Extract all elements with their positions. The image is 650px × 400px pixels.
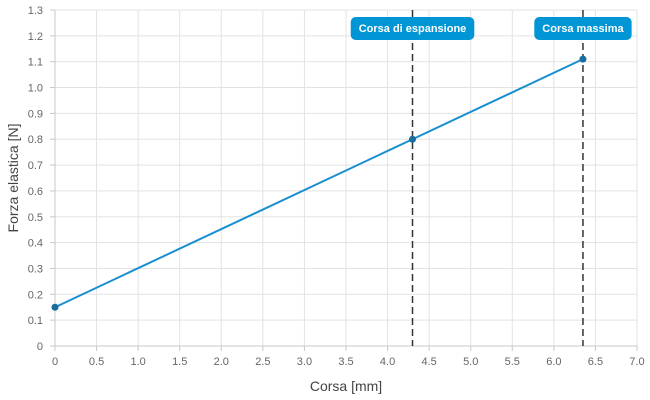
annotation-lines	[411, 10, 584, 346]
annotation-labels: Corsa di espansione Corsa massima	[350, 17, 632, 40]
x-axis-title: Corsa [mm]	[310, 378, 382, 394]
series	[51, 55, 587, 311]
y-tick-label: 0.9	[28, 108, 43, 120]
y-tick-label: 0.8	[28, 134, 43, 146]
y-tick-label: 0.3	[28, 263, 43, 275]
x-tick-label: 2.5	[255, 356, 270, 368]
x-tick-label: 0	[52, 356, 58, 368]
annotation-box	[350, 17, 475, 40]
y-tick-label: 0.1	[28, 315, 43, 327]
series-line	[54, 58, 584, 309]
grid	[54, 9, 638, 347]
x-tick-label: 2.0	[214, 356, 229, 368]
annotation-label: Corsa massima	[534, 17, 632, 40]
annotation-text: Corsa massima	[542, 23, 624, 35]
data-point	[409, 135, 417, 143]
y-tick-label: 0.7	[28, 160, 43, 172]
x-tick-label: 4.0	[380, 356, 395, 368]
x-tick-label: 3.5	[338, 356, 353, 368]
y-tick-label: 0.4	[28, 238, 43, 250]
x-tick-label: 1.0	[130, 356, 145, 368]
x-tick-label: 1.5	[172, 356, 187, 368]
x-tick-label: 3.0	[297, 356, 312, 368]
y-tick-label: 0	[37, 341, 43, 353]
y-axis-title: Forza elastica [N]	[5, 124, 21, 233]
y-tick-label: 1.2	[28, 31, 43, 43]
annotation-label: Corsa di espansione	[350, 17, 475, 40]
data-point	[51, 303, 59, 311]
x-tick-label: 6.5	[588, 356, 603, 368]
y-tick-label: 1.1	[28, 57, 43, 69]
x-tick-label: 6.0	[546, 356, 561, 368]
y-tick-label: 0.2	[28, 289, 43, 301]
y-axis-ticks: 0 0.1 0.2 0.3 0.4 0.5 0.6 0.7 0.8 0.9 1.0 1.1 1.2 1.3	[28, 5, 55, 353]
y-tick-label: 0.6	[28, 186, 43, 198]
annotation-box	[534, 17, 632, 40]
y-tick-label: 0.5	[28, 212, 43, 224]
x-tick-label: 0.5	[89, 356, 104, 368]
y-tick-label: 1.0	[28, 83, 43, 95]
annotation-text: Corsa di espansione	[359, 23, 467, 35]
data-point	[579, 55, 587, 63]
x-tick-label: 5.5	[505, 356, 520, 368]
x-tick-label: 4.5	[421, 356, 436, 368]
x-axis-ticks: 0 0.5 1.0 1.5 2.0 2.5 3.0 3.5 4.0 4.5 5.0 5.5 6.0 6.5…	[52, 346, 645, 368]
x-tick-label: 7.0	[629, 356, 644, 368]
x-tick-label: 5.0	[463, 356, 478, 368]
y-tick-label: 1.3	[28, 5, 43, 17]
